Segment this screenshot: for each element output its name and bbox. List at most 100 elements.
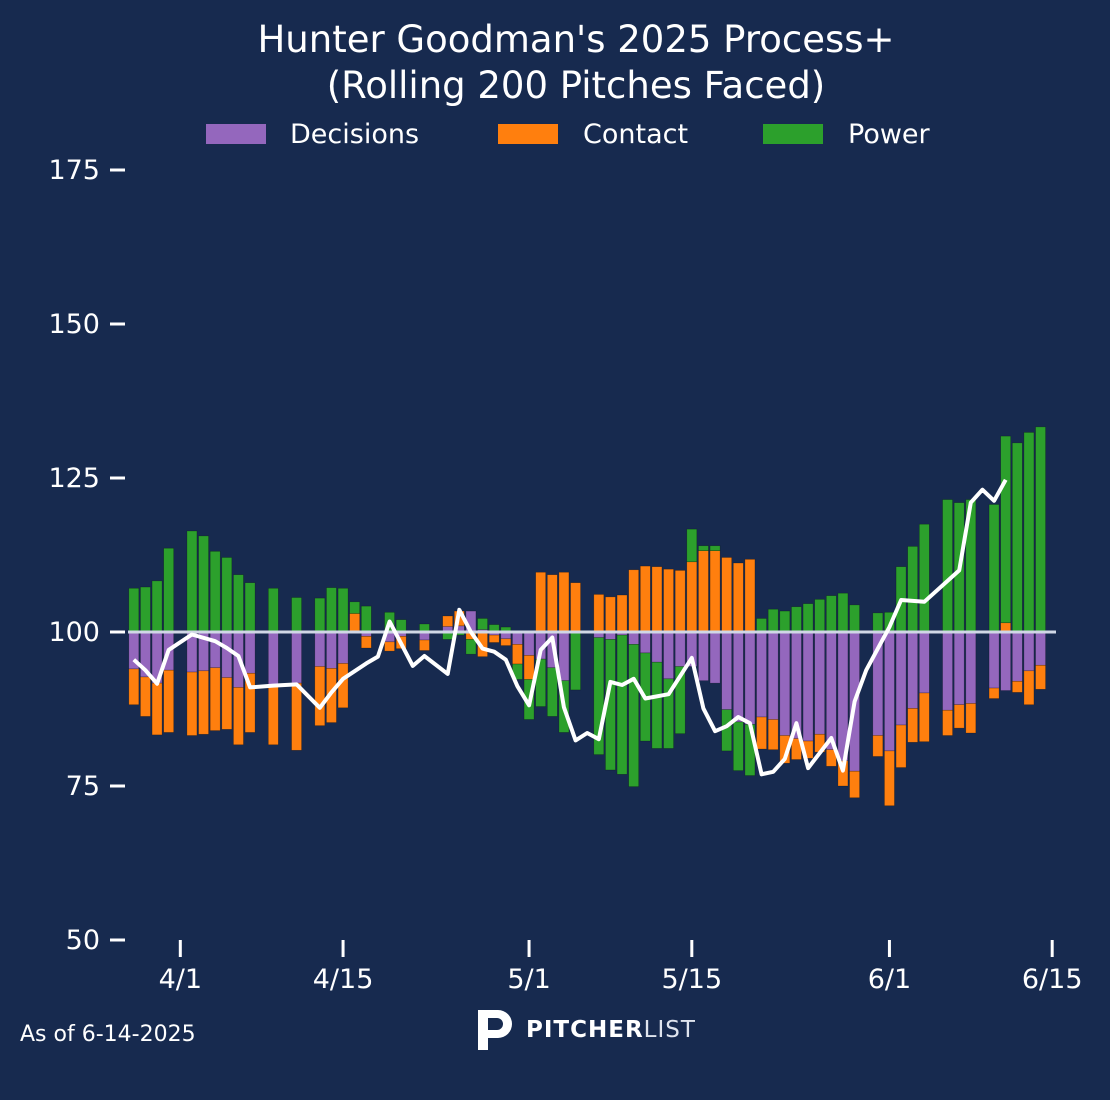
bar-power [547, 667, 558, 717]
bar-contact [605, 596, 616, 633]
bar-power [233, 574, 244, 633]
bar-contact [523, 655, 535, 680]
chart-title: Hunter Goodman's 2025 Process+ (Rolling … [257, 18, 894, 107]
bar-decisions [895, 631, 907, 726]
bar-contact [872, 735, 884, 757]
bar-power [1035, 426, 1046, 633]
chart-title-line-2: (Rolling 200 Pitches Faced) [327, 64, 826, 107]
bar-decisions [802, 631, 814, 742]
bar-power [140, 586, 151, 633]
bar-power [465, 639, 477, 655]
bar-decisions [291, 631, 302, 684]
bar-contact [221, 677, 233, 730]
bar-power [1023, 432, 1035, 633]
bar-decisions [965, 631, 977, 704]
bar-power [570, 631, 581, 691]
bar-contact [651, 566, 663, 633]
bar-decisions [221, 631, 233, 678]
bar-power [616, 634, 628, 775]
bar-decisions [314, 631, 326, 667]
bar-decisions [907, 631, 918, 709]
bar-decisions [756, 631, 767, 718]
bar-contact [268, 684, 279, 746]
bar-contact [361, 636, 372, 649]
bar-power [361, 605, 372, 633]
bar-contact [895, 724, 907, 768]
bar-power [628, 644, 639, 787]
bar-decisions [640, 631, 651, 654]
x-tick-label: 5/15 [661, 964, 722, 995]
bar-power [674, 666, 686, 734]
bar-decisions [767, 631, 779, 720]
bar-decisions [733, 631, 744, 723]
bar-decisions [1035, 631, 1046, 666]
bar-contact [884, 750, 895, 807]
bar-decisions [814, 631, 825, 735]
bar-contact [686, 561, 698, 633]
bar-power [1012, 442, 1023, 633]
bar-decisions [779, 631, 791, 736]
bar-power [767, 608, 779, 633]
bar-power [326, 587, 337, 633]
bar-contact [709, 550, 721, 633]
bar-contact [616, 594, 628, 633]
bar-contact [663, 568, 674, 633]
y-tick-label: 50 [66, 925, 100, 956]
bar-power [814, 599, 825, 633]
bar-power [907, 546, 918, 633]
bar-decisions [326, 631, 337, 669]
bar-decisions [826, 631, 837, 750]
bar-contact [907, 708, 918, 743]
bar-contact [244, 672, 256, 733]
bar-power [291, 597, 302, 633]
x-tick-label: 4/1 [159, 964, 202, 995]
x-tick-label: 5/1 [507, 964, 550, 995]
bar-decisions [1000, 631, 1011, 691]
bar-contact [535, 571, 546, 633]
bar-power [826, 595, 837, 633]
bar-decisions [558, 631, 570, 681]
bar-contact [314, 666, 326, 726]
bar-contact [953, 704, 965, 729]
bar-contact [674, 570, 686, 633]
brand-light-text: LIST [643, 1017, 696, 1043]
y-axis: 50 75 100 125 150 175 [48, 155, 125, 956]
bar-power [988, 504, 1000, 633]
bar-decisions [628, 631, 639, 645]
bar-power [721, 709, 732, 752]
bar-power [314, 597, 326, 633]
bar-contact [1012, 680, 1023, 693]
legend-swatch-power [763, 124, 823, 144]
bar-decisions [268, 631, 279, 685]
bar-power [163, 547, 174, 633]
bar-power [802, 603, 814, 633]
bar-contact [349, 613, 360, 632]
x-tick-label: 6/15 [1022, 964, 1083, 995]
chart-title-line-1: Hunter Goodman's 2025 Process+ [257, 18, 894, 61]
bar-contact [698, 550, 709, 633]
bar-contact [488, 634, 500, 643]
bar-decisions [209, 631, 221, 669]
bar-power [349, 601, 360, 614]
bar-decisions [988, 631, 1000, 689]
process-plus-line [132, 478, 1008, 777]
bar-power [151, 580, 163, 633]
y-tick-label: 75 [66, 771, 100, 802]
y-tick-label: 100 [48, 617, 100, 648]
bar-decisions [663, 631, 674, 680]
component-bars [128, 426, 1046, 807]
pitcherlist-logo: PITCHERLIST [474, 1008, 696, 1052]
legend-swatch-contact [498, 124, 558, 144]
y-tick-label: 175 [48, 155, 100, 186]
brand-bold-text: PITCHER [526, 1017, 644, 1043]
bar-decisions [884, 631, 895, 752]
bar-decisions [744, 631, 756, 725]
bar-contact [233, 687, 244, 746]
bar-power [942, 499, 953, 633]
bar-contact [756, 716, 767, 750]
bar-decisions [674, 631, 686, 667]
bar-contact [965, 703, 977, 734]
bar-contact [849, 770, 860, 799]
bar-power [395, 619, 407, 633]
